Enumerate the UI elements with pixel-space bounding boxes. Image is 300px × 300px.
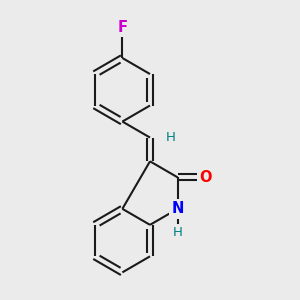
- Text: H: H: [173, 226, 183, 238]
- Text: N: N: [171, 201, 184, 216]
- Text: F: F: [117, 20, 128, 35]
- Text: O: O: [199, 170, 211, 185]
- Text: H: H: [166, 131, 176, 144]
